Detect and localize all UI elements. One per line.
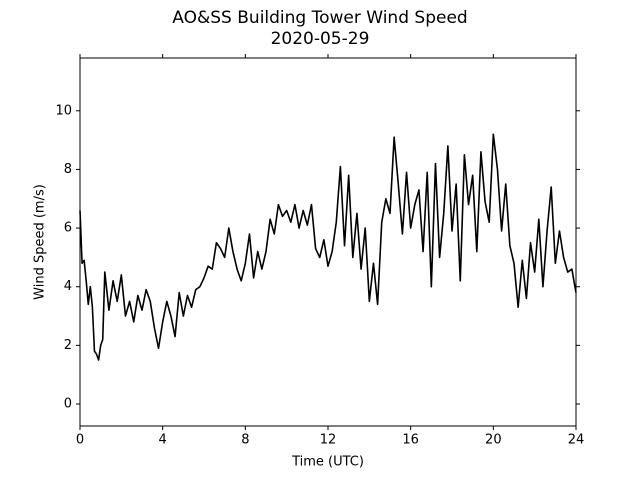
wind-speed-line	[79, 133, 577, 361]
y-tick-label: 8	[64, 162, 72, 177]
y-tick-label: 0	[64, 397, 72, 412]
plot-frame	[79, 57, 577, 427]
y-tick-label: 2	[64, 338, 72, 353]
x-tick-label: 16	[402, 433, 419, 448]
chart-title: AO&SS Building Tower Wind Speed	[172, 8, 467, 28]
x-tick-label: 24	[568, 433, 585, 448]
x-tick-label: 8	[241, 433, 249, 448]
x-tick-label: 12	[320, 433, 337, 448]
y-tick-label: 6	[64, 221, 72, 236]
y-axis-label: Wind Speed (m/s)	[33, 184, 48, 300]
chart-subtitle: 2020-05-29	[271, 29, 370, 49]
x-tick-label: 4	[159, 433, 167, 448]
y-tick-label: 10	[55, 103, 72, 118]
x-tick-label: 0	[76, 433, 84, 448]
y-tick-label: 4	[64, 279, 72, 294]
x-tick-label: 20	[485, 433, 502, 448]
x-axis-label: Time (UTC)	[291, 455, 364, 470]
